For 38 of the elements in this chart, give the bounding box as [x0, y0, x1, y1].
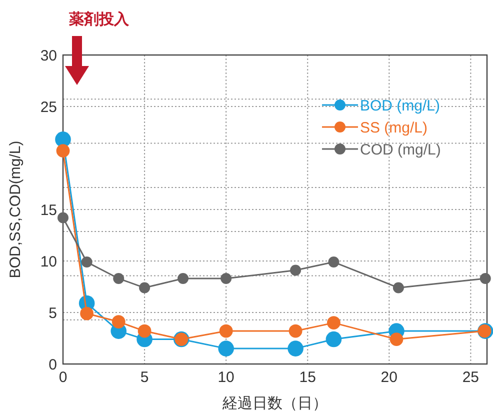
point: [58, 212, 68, 224]
point: [290, 264, 302, 276]
y-tick-label: 30: [40, 47, 57, 64]
legend-label: SS (mg/L): [360, 119, 428, 136]
point: [219, 324, 233, 338]
text: 薬剤投入: [68, 10, 130, 28]
legend-label: BOD (mg/L): [360, 97, 440, 114]
point: [81, 256, 92, 268]
y-tick-label: 10: [40, 253, 57, 270]
point: [139, 282, 150, 294]
y-tick-label: 5: [48, 304, 57, 322]
x-tick-label: 20: [380, 369, 398, 386]
x-tick-label: 15: [299, 369, 316, 386]
point: [220, 273, 232, 284]
point: [327, 316, 340, 330]
point: [480, 273, 491, 284]
x-tick-label: 10: [218, 369, 234, 386]
point: [80, 306, 94, 320]
x-tick-label: 25: [462, 369, 480, 386]
point: [288, 340, 304, 356]
y-tick-label: 0: [48, 356, 57, 374]
point: [390, 332, 404, 346]
point: [328, 256, 340, 268]
point: [112, 315, 126, 328]
point: [56, 144, 70, 158]
point: [178, 273, 189, 284]
point: [218, 340, 234, 356]
point: [326, 331, 342, 348]
legend-label: COD (mg/L): [360, 141, 441, 158]
y-tick-label: 15: [40, 202, 57, 219]
point: [138, 324, 152, 338]
y-tick-label: 25: [40, 98, 57, 116]
point: [392, 282, 404, 294]
x-tick-label: 5: [140, 369, 149, 386]
point: [288, 324, 302, 338]
point: [113, 273, 124, 284]
x-axis-title: 経過日数（日）: [222, 395, 328, 412]
y-axis-title: BOD,SS,COD(mg/L): [7, 140, 24, 278]
